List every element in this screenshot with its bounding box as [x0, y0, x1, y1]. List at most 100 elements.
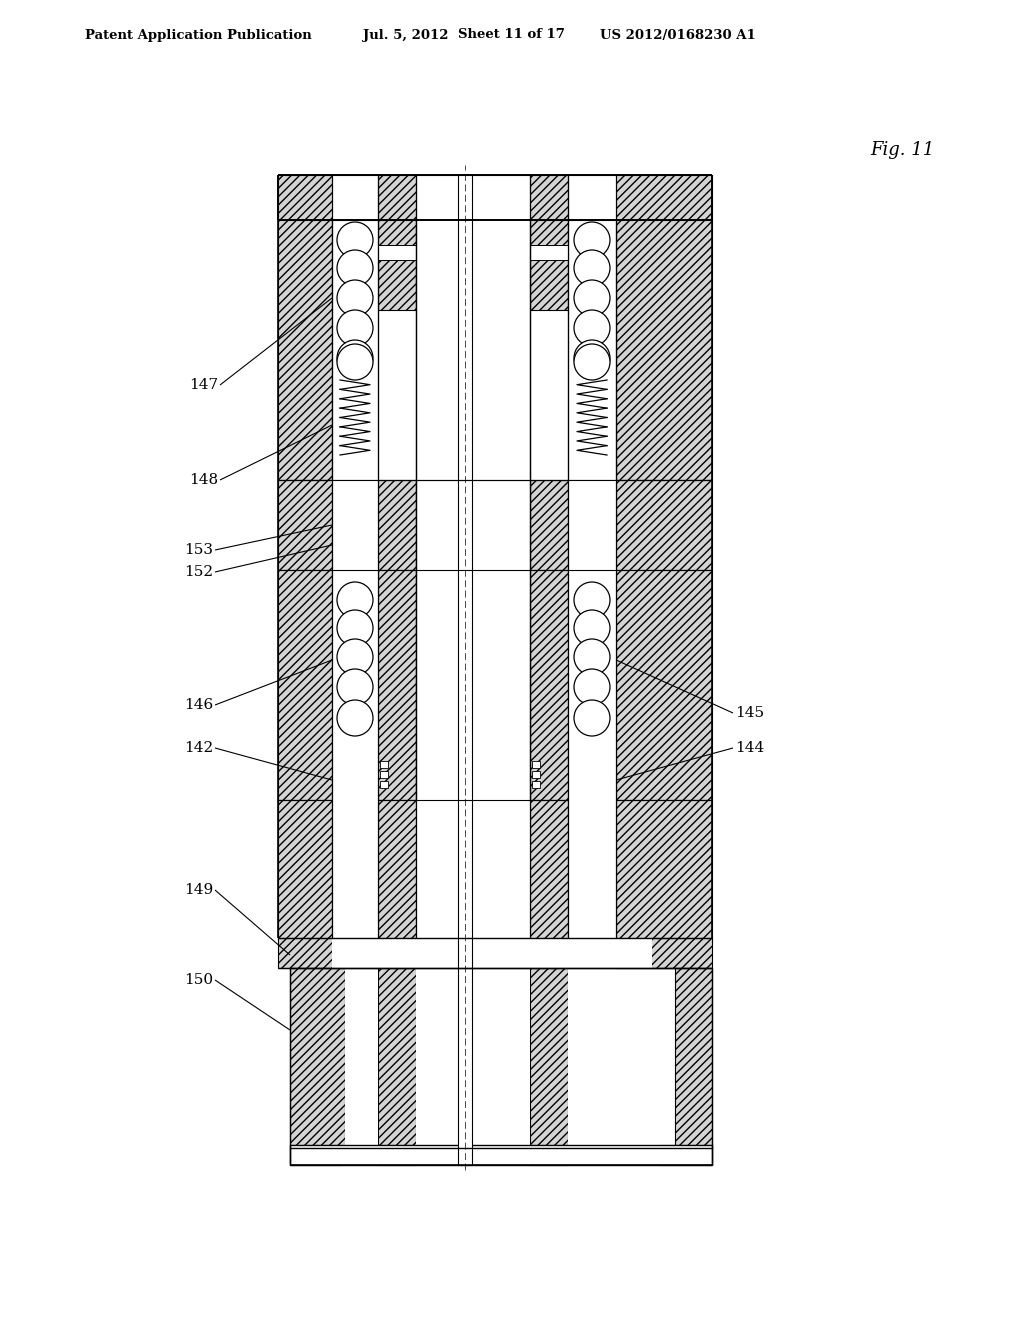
Bar: [345, 968, 378, 1148]
Bar: [378, 800, 416, 940]
Bar: [568, 176, 616, 220]
Text: 144: 144: [735, 741, 764, 755]
Bar: [458, 176, 472, 1166]
Bar: [458, 176, 472, 220]
Text: Sheet 11 of 17: Sheet 11 of 17: [458, 29, 565, 41]
Text: 150: 150: [184, 973, 213, 987]
Bar: [332, 176, 378, 220]
Bar: [530, 968, 568, 1148]
Bar: [416, 176, 530, 220]
Text: 153: 153: [184, 543, 213, 557]
Bar: [378, 246, 416, 260]
Bar: [568, 220, 616, 480]
Ellipse shape: [574, 669, 610, 705]
Ellipse shape: [337, 669, 373, 705]
Bar: [278, 480, 332, 570]
Bar: [278, 570, 332, 800]
Text: Jul. 5, 2012: Jul. 5, 2012: [362, 29, 449, 41]
Bar: [591, 517, 598, 531]
Bar: [378, 220, 416, 310]
Ellipse shape: [337, 249, 373, 286]
Bar: [530, 220, 568, 310]
Ellipse shape: [337, 310, 373, 346]
Text: US 2012/0168230 A1: US 2012/0168230 A1: [600, 29, 756, 41]
Ellipse shape: [574, 582, 610, 618]
Bar: [332, 517, 339, 531]
Bar: [530, 800, 568, 940]
Bar: [416, 968, 530, 1148]
Bar: [532, 781, 540, 788]
Bar: [616, 570, 712, 800]
Bar: [378, 570, 416, 800]
Text: 147: 147: [188, 378, 218, 392]
Ellipse shape: [574, 700, 610, 737]
Bar: [542, 939, 712, 968]
Bar: [416, 800, 530, 940]
Bar: [378, 480, 416, 570]
Bar: [600, 517, 607, 531]
Ellipse shape: [337, 280, 373, 315]
Bar: [530, 480, 568, 570]
Ellipse shape: [574, 341, 610, 376]
Text: 146: 146: [183, 698, 213, 711]
Bar: [332, 570, 378, 800]
Bar: [380, 781, 388, 788]
Bar: [568, 570, 616, 800]
Bar: [380, 762, 388, 768]
Bar: [660, 1144, 712, 1166]
Bar: [332, 480, 378, 570]
Bar: [378, 246, 416, 260]
Bar: [530, 246, 568, 260]
Bar: [532, 771, 540, 777]
Ellipse shape: [574, 345, 610, 380]
Bar: [378, 1144, 416, 1166]
Bar: [332, 800, 378, 940]
Bar: [616, 220, 712, 480]
Text: 152: 152: [184, 565, 213, 579]
Bar: [290, 1144, 342, 1166]
Bar: [290, 968, 345, 1148]
Bar: [416, 220, 530, 480]
Ellipse shape: [337, 639, 373, 675]
Ellipse shape: [574, 639, 610, 675]
Bar: [675, 968, 712, 1148]
Bar: [416, 480, 530, 570]
Bar: [530, 246, 568, 260]
Bar: [278, 220, 332, 480]
Text: 149: 149: [183, 883, 213, 898]
Bar: [378, 968, 416, 1148]
Bar: [341, 517, 348, 531]
Ellipse shape: [574, 280, 610, 315]
Bar: [596, 510, 616, 540]
Ellipse shape: [574, 610, 610, 645]
Ellipse shape: [337, 610, 373, 645]
Bar: [332, 510, 352, 540]
Bar: [332, 939, 652, 968]
Bar: [530, 570, 568, 800]
Bar: [530, 1144, 568, 1166]
Text: Fig. 11: Fig. 11: [870, 141, 934, 158]
Bar: [416, 570, 530, 800]
Text: 145: 145: [735, 706, 764, 719]
Bar: [380, 771, 388, 777]
Bar: [568, 968, 616, 1148]
Bar: [596, 510, 616, 540]
Bar: [458, 939, 472, 968]
Ellipse shape: [337, 345, 373, 380]
Bar: [332, 510, 352, 540]
Bar: [609, 517, 616, 531]
Bar: [332, 220, 378, 480]
Ellipse shape: [337, 222, 373, 257]
Ellipse shape: [574, 249, 610, 286]
Bar: [568, 480, 616, 570]
Ellipse shape: [574, 222, 610, 257]
Text: Patent Application Publication: Patent Application Publication: [85, 29, 311, 41]
Bar: [616, 480, 712, 570]
Bar: [350, 517, 357, 531]
Ellipse shape: [574, 310, 610, 346]
Ellipse shape: [337, 341, 373, 376]
Bar: [458, 480, 472, 570]
Bar: [616, 800, 712, 940]
Bar: [278, 939, 438, 968]
Text: 142: 142: [183, 741, 213, 755]
